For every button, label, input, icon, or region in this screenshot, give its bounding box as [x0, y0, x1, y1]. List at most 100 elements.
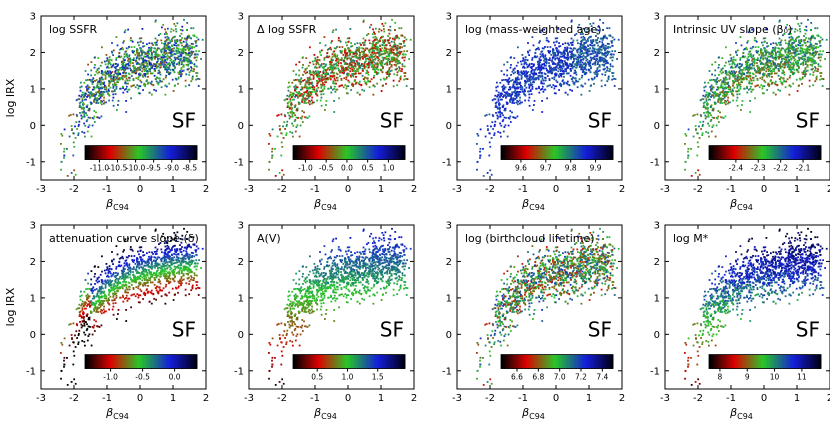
- data-point: [513, 84, 515, 86]
- data-point: [374, 59, 376, 61]
- colorbar-tick-label: 0.0: [341, 164, 353, 173]
- data-point: [396, 54, 398, 56]
- data-point: [538, 66, 540, 68]
- data-point: [363, 21, 365, 23]
- data-point: [494, 121, 496, 123]
- data-point: [83, 112, 85, 114]
- x-tick-label: -1: [518, 184, 528, 195]
- x-tick-label: 1: [586, 184, 592, 195]
- data-point: [601, 80, 603, 82]
- data-point: [386, 52, 388, 54]
- data-point: [533, 45, 535, 47]
- data-point: [500, 116, 502, 118]
- data-point: [165, 47, 167, 49]
- data-point: [396, 50, 398, 52]
- data-point: [565, 62, 567, 64]
- data-point: [140, 48, 142, 50]
- data-point: [559, 61, 561, 63]
- data-point: [177, 50, 179, 52]
- data-point: [179, 56, 181, 58]
- colorbar-tick-label: -10.0: [126, 164, 146, 173]
- data-point: [138, 76, 140, 78]
- data-point: [338, 40, 340, 42]
- data-point: [753, 80, 755, 82]
- data-point: [404, 75, 406, 77]
- data-point: [86, 120, 88, 122]
- data-point: [399, 43, 401, 45]
- data-point: [146, 70, 148, 72]
- data-point: [577, 52, 579, 54]
- x-tick-label: -2: [485, 184, 495, 195]
- data-point: [508, 93, 510, 95]
- data-point: [130, 86, 132, 88]
- data-point: [362, 42, 364, 44]
- data-point: [517, 77, 519, 79]
- data-point: [555, 38, 557, 40]
- data-point: [178, 48, 180, 50]
- data-point: [170, 31, 172, 33]
- data-point: [104, 85, 106, 87]
- data-point: [767, 69, 769, 71]
- data-point: [383, 41, 385, 43]
- data-point: [389, 33, 391, 35]
- data-point: [268, 143, 270, 145]
- data-point: [334, 86, 336, 88]
- data-point: [529, 76, 531, 78]
- data-point: [517, 46, 519, 48]
- y-tick-label: 1: [446, 84, 452, 95]
- data-point: [190, 80, 192, 82]
- data-point: [302, 95, 304, 97]
- data-point: [307, 94, 309, 96]
- data-point: [505, 108, 507, 110]
- data-point: [526, 78, 528, 80]
- data-point: [363, 64, 365, 66]
- data-point: [181, 42, 183, 44]
- data-point: [75, 137, 77, 139]
- data-point: [371, 66, 373, 68]
- data-point: [365, 72, 367, 74]
- data-point: [388, 29, 390, 31]
- data-point: [366, 66, 368, 68]
- data-point: [581, 66, 583, 68]
- data-point: [548, 41, 550, 43]
- data-point: [165, 75, 167, 77]
- data-point: [586, 59, 588, 61]
- data-point: [183, 58, 185, 60]
- data-point: [99, 94, 101, 96]
- data-point: [87, 131, 89, 133]
- data-point: [309, 70, 311, 72]
- data-point: [375, 63, 377, 65]
- data-point: [609, 68, 611, 70]
- data-point: [603, 69, 605, 71]
- data-point: [568, 44, 570, 46]
- data-point: [95, 87, 97, 89]
- data-point: [559, 51, 561, 53]
- data-point: [137, 57, 139, 59]
- data-point: [810, 43, 812, 45]
- data-point: [704, 82, 706, 84]
- data-point: [323, 63, 325, 65]
- panel-title: log SSFR: [49, 23, 98, 36]
- data-point: [374, 44, 376, 46]
- data-point: [814, 66, 816, 68]
- data-point: [334, 78, 336, 80]
- data-point: [593, 57, 595, 59]
- data-point: [302, 98, 304, 100]
- data-point: [569, 47, 571, 49]
- data-point: [722, 68, 724, 70]
- data-point: [188, 74, 190, 76]
- data-point: [520, 102, 522, 104]
- data-point: [718, 121, 720, 123]
- data-point: [300, 93, 302, 95]
- data-point: [504, 126, 506, 128]
- data-point: [181, 37, 183, 39]
- data-point: [350, 28, 352, 30]
- data-point: [557, 81, 559, 83]
- data-point: [797, 47, 799, 49]
- data-point: [564, 47, 566, 49]
- data-point: [505, 110, 507, 112]
- data-point: [590, 36, 592, 38]
- data-point: [127, 29, 129, 31]
- data-point: [382, 85, 384, 87]
- colorbar-tick-label: -8.5: [182, 164, 197, 173]
